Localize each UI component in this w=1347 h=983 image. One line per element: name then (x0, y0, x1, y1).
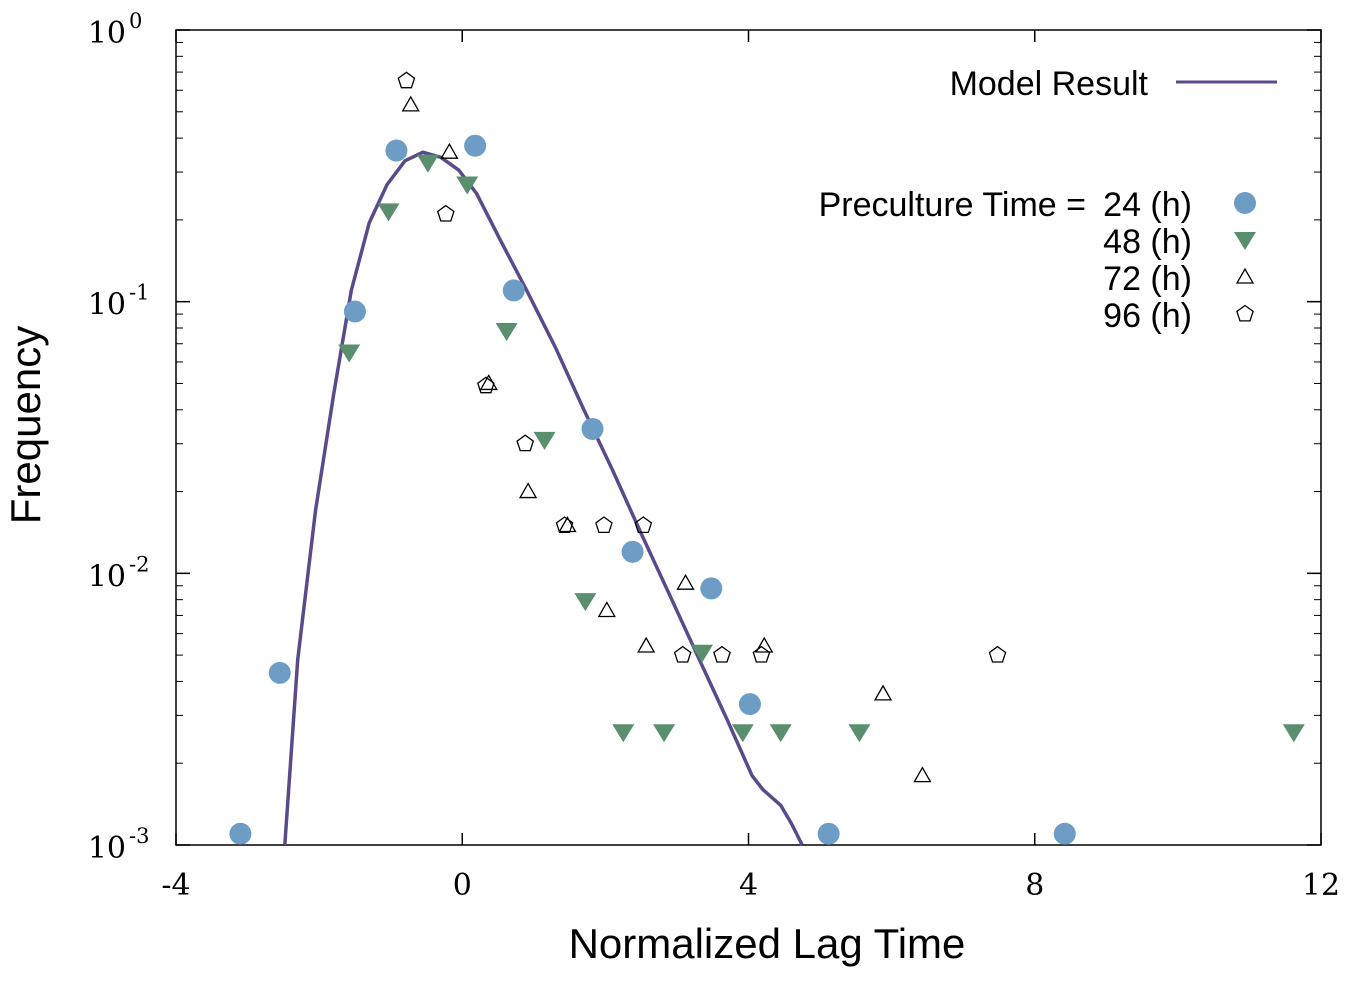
model-result-line (283, 150, 804, 846)
x-tick-label: 12 (1302, 868, 1340, 903)
data-points (229, 71, 1305, 845)
y-tick-label-exponent: -1 (129, 281, 149, 305)
data-point-24h (1053, 822, 1076, 845)
data-point-72h (401, 95, 420, 112)
data-point-48h (653, 724, 676, 743)
y-tick-label-base: 10 (88, 559, 126, 594)
data-point-96h (397, 71, 416, 89)
legend-model-label: Model Result (950, 65, 1149, 103)
data-point-72h (440, 142, 459, 159)
y-tick-label-exponent: -2 (129, 552, 149, 576)
legend-series-48-label: 48 (h) (1103, 223, 1192, 261)
data-point-48h (338, 344, 361, 363)
legend-marker-72h (1235, 267, 1255, 284)
data-point-24h (621, 540, 644, 563)
data-point-96h (673, 645, 692, 663)
legend-marker-48h (1234, 232, 1256, 250)
y-tick-label-exponent: 0 (129, 9, 142, 33)
legend-marker-24h (1234, 192, 1256, 214)
data-point-72h (755, 636, 774, 653)
axis-ticks (175, 29, 1322, 846)
data-point-96h (477, 376, 495, 394)
data-point-48h (612, 724, 635, 743)
data-point-72h (676, 573, 695, 590)
data-point-96h (713, 645, 731, 663)
legend-title: Preculture Time = (819, 186, 1086, 224)
data-point-96h (988, 645, 1007, 663)
y-tick-label-base: 10 (88, 831, 126, 866)
data-point-48h (377, 203, 400, 222)
data-point-24h (581, 417, 604, 440)
data-point-96h (634, 516, 653, 534)
x-tick-label: -4 (161, 868, 190, 903)
model-layer (283, 150, 804, 846)
x-tick-labels: -4 0 4 8 12 (161, 868, 1340, 903)
data-point-72h (558, 516, 577, 533)
data-point-48h (731, 724, 754, 743)
legend-series-96-label: 96 (h) (1103, 297, 1192, 335)
data-point-96h (436, 204, 455, 222)
data-point-48h (574, 593, 597, 612)
legend-series-24-label: 24 (h) (1103, 186, 1192, 224)
x-tick-label: 4 (739, 868, 758, 903)
legend-markers (1234, 192, 1256, 322)
data-point-96h (555, 516, 574, 534)
data-point-24h (229, 822, 252, 845)
x-tick-label: 0 (453, 868, 472, 903)
data-point-24h (502, 279, 525, 302)
data-point-72h (637, 636, 656, 653)
data-point-24h (268, 661, 291, 684)
x-tick-label: 8 (1025, 868, 1044, 903)
legend: Model Result Preculture Time = 24 (h) 48… (819, 65, 1277, 335)
data-point-48h (456, 176, 479, 195)
y-axis-title: Frequency (2, 326, 49, 524)
data-point-24h (700, 577, 723, 600)
data-point-48h (690, 644, 713, 663)
data-point-24h (738, 693, 761, 716)
legend-series-72-label: 72 (h) (1103, 260, 1192, 298)
data-point-48h (1282, 724, 1305, 743)
data-point-72h (597, 601, 616, 618)
data-point-96h (752, 645, 771, 663)
data-point-72h (518, 482, 538, 499)
data-point-24h (817, 822, 840, 845)
x-axis-title: Normalized Lag Time (569, 920, 966, 967)
data-point-72h (873, 684, 893, 701)
legend-marker-96h (1236, 304, 1254, 322)
plot-area (175, 29, 1322, 846)
data-point-48h (495, 322, 518, 341)
y-tick-label-exponent: -3 (129, 824, 149, 848)
data-point-72h (913, 766, 932, 783)
data-point-48h (533, 431, 556, 450)
data-point-24h (464, 134, 487, 157)
data-point-48h (769, 724, 792, 743)
data-point-72h (479, 374, 498, 391)
y-tick-label-base: 10 (88, 16, 126, 51)
y-tick-label-base: 10 (88, 288, 126, 323)
data-point-48h (416, 154, 439, 173)
data-point-24h (385, 139, 408, 162)
data-point-96h (516, 434, 535, 452)
data-point-48h (848, 724, 871, 743)
data-point-96h (595, 516, 613, 534)
data-point-24h (343, 300, 366, 323)
